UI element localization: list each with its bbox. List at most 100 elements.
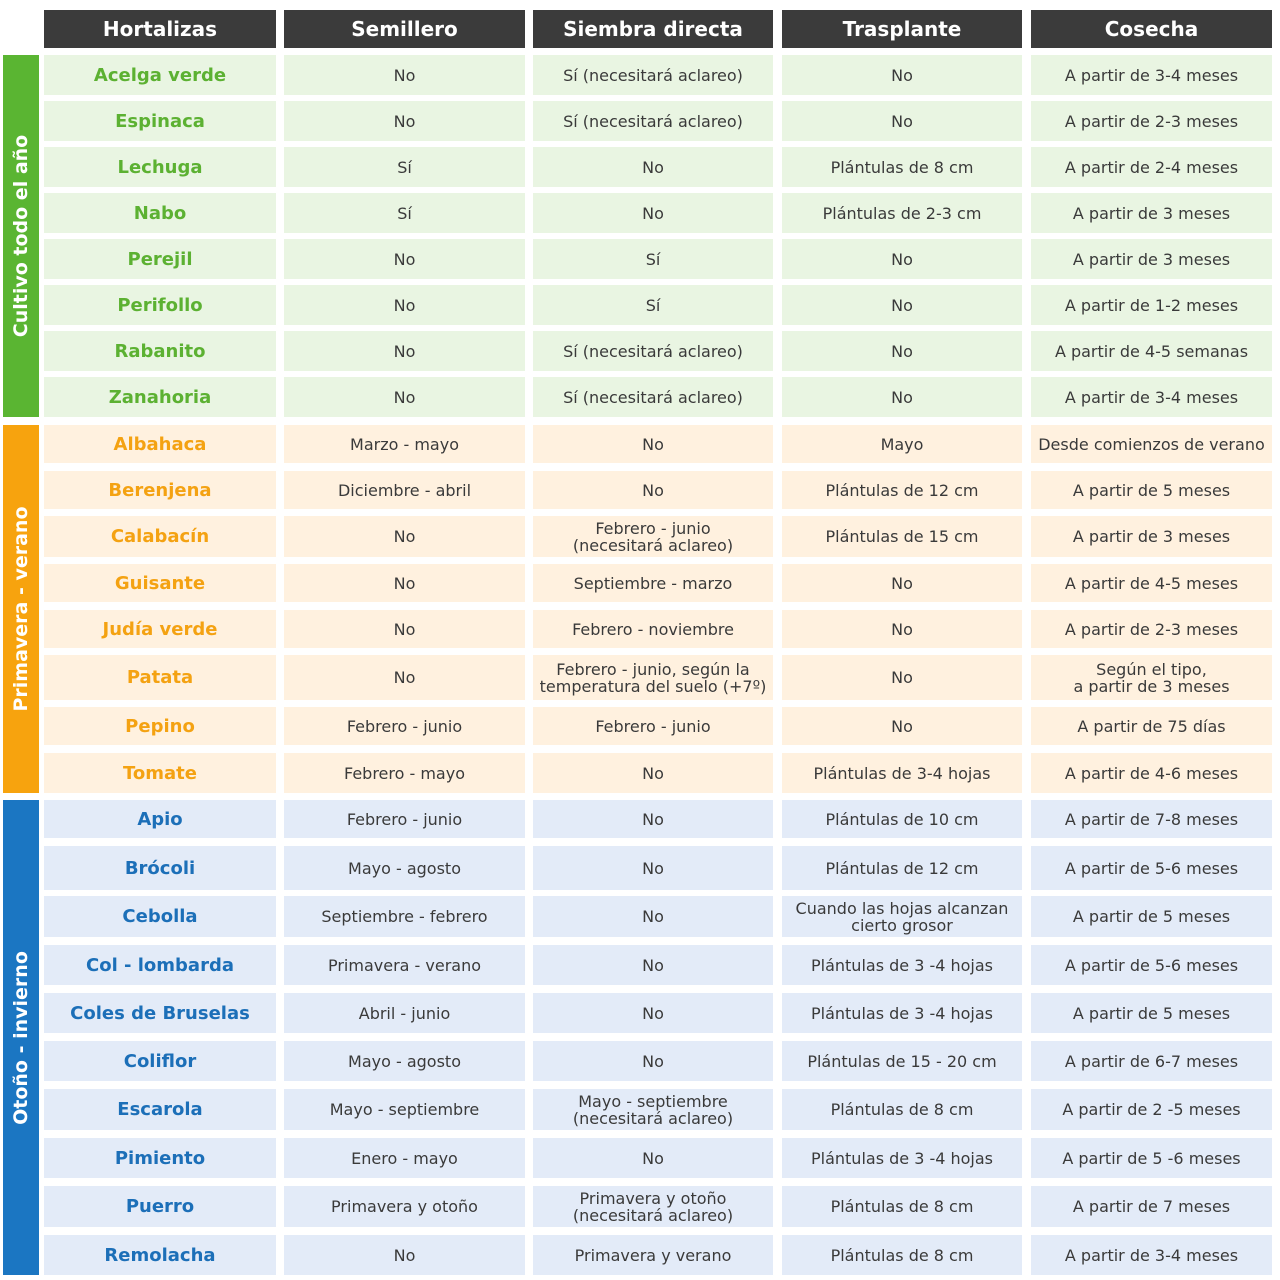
table-cell: No xyxy=(284,1235,525,1275)
table-cell: Sí xyxy=(533,239,773,279)
table-cell: No xyxy=(782,377,1022,417)
group-bar: Primavera - verano xyxy=(3,425,39,793)
header-cell: Semillero xyxy=(284,10,525,48)
table-cell: No xyxy=(284,655,525,700)
table-cell: A partir de 3-4 meses xyxy=(1031,55,1272,95)
table-cell: Plántulas de 8 cm xyxy=(782,1089,1022,1130)
vegetable-name: Tomate xyxy=(44,753,276,793)
table-cell: A partir de 5 meses xyxy=(1031,896,1272,937)
table-cell: Sí (necesitará aclareo) xyxy=(533,101,773,141)
table-cell: No xyxy=(533,945,773,985)
vegetable-name: Patata xyxy=(44,655,276,700)
table-cell: Febrero - noviembre xyxy=(533,610,773,648)
table-cell: Sí xyxy=(284,193,525,233)
table-cell: Mayo - agosto xyxy=(284,846,525,890)
table-cell: A partir de 6-7 meses xyxy=(1031,1041,1272,1081)
table-cell: No xyxy=(284,564,525,602)
vegetable-name: Col - lombarda xyxy=(44,945,276,985)
table-cell: No xyxy=(533,193,773,233)
vegetable-name: Lechuga xyxy=(44,147,276,187)
table-cell: No xyxy=(533,425,773,463)
table-cell: Plántulas de 3 -4 hojas xyxy=(782,993,1022,1033)
table-cell: A partir de 3 meses xyxy=(1031,193,1272,233)
vegetable-name: Berenjena xyxy=(44,471,276,509)
vegetable-name: Perifollo xyxy=(44,285,276,325)
vegetable-name: Puerro xyxy=(44,1186,276,1227)
table-cell: Mayo - septiembre (necesitará aclareo) xyxy=(533,1089,773,1130)
table-cell: A partir de 3-4 meses xyxy=(1031,377,1272,417)
table-cell: No xyxy=(782,564,1022,602)
table-cell: Mayo - septiembre xyxy=(284,1089,525,1130)
table-cell: A partir de 7-8 meses xyxy=(1031,800,1272,838)
table-cell: Plántulas de 3 -4 hojas xyxy=(782,1138,1022,1178)
table-cell: Plántulas de 15 - 20 cm xyxy=(782,1041,1022,1081)
table-cell: Según el tipo, a partir de 3 meses xyxy=(1031,655,1272,700)
table-cell: Primavera y otoño (necesitará aclareo) xyxy=(533,1186,773,1227)
table-cell: Primavera - verano xyxy=(284,945,525,985)
table-cell: A partir de 7 meses xyxy=(1031,1186,1272,1227)
group-bar: Cultivo todo el año xyxy=(3,55,39,417)
table-cell: A partir de 5 -6 meses xyxy=(1031,1138,1272,1178)
table-cell: No xyxy=(533,993,773,1033)
table-cell: Plántulas de 2-3 cm xyxy=(782,193,1022,233)
table-cell: No xyxy=(284,55,525,95)
table-cell: A partir de 3-4 meses xyxy=(1031,1235,1272,1275)
table-cell: No xyxy=(284,610,525,648)
table-cell: A partir de 3 meses xyxy=(1031,239,1272,279)
table-cell: No xyxy=(782,331,1022,371)
table-cell: Febrero - junio xyxy=(533,707,773,745)
table-cell: Plántulas de 12 cm xyxy=(782,846,1022,890)
vegetable-name: Perejil xyxy=(44,239,276,279)
table-cell: No xyxy=(533,471,773,509)
vegetable-name: Pepino xyxy=(44,707,276,745)
vegetable-name: Coles de Bruselas xyxy=(44,993,276,1033)
group-label: Primavera - verano xyxy=(10,506,32,712)
table-cell: A partir de 1-2 meses xyxy=(1031,285,1272,325)
table-cell: A partir de 3 meses xyxy=(1031,516,1272,557)
table-cell: No xyxy=(284,516,525,557)
table-cell: A partir de 4-6 meses xyxy=(1031,753,1272,793)
table-cell: A partir de 2 -5 meses xyxy=(1031,1089,1272,1130)
table-cell: Abril - junio xyxy=(284,993,525,1033)
table-cell: No xyxy=(533,800,773,838)
table-cell: Plántulas de 8 cm xyxy=(782,1235,1022,1275)
table-cell: No xyxy=(782,707,1022,745)
table-cell: A partir de 5-6 meses xyxy=(1031,846,1272,890)
table-cell: Plántulas de 3-4 hojas xyxy=(782,753,1022,793)
table-cell: Mayo - agosto xyxy=(284,1041,525,1081)
vegetable-name: Pimiento xyxy=(44,1138,276,1178)
table-cell: No xyxy=(533,846,773,890)
table-cell: Primavera y otoño xyxy=(284,1186,525,1227)
group-label: Cultivo todo el año xyxy=(10,134,32,338)
table-cell: A partir de 2-3 meses xyxy=(1031,101,1272,141)
vegetable-name: Acelga verde xyxy=(44,55,276,95)
vegetable-name: Escarola xyxy=(44,1089,276,1130)
header-cell: Trasplante xyxy=(782,10,1022,48)
vegetable-name: Albahaca xyxy=(44,425,276,463)
table-cell: No xyxy=(782,55,1022,95)
table-cell: A partir de 4-5 meses xyxy=(1031,564,1272,602)
vegetable-name: Apio xyxy=(44,800,276,838)
table-cell: No xyxy=(533,896,773,937)
table-cell: No xyxy=(284,101,525,141)
table-cell: Primavera y verano xyxy=(533,1235,773,1275)
header-cell: Cosecha xyxy=(1031,10,1272,48)
vegetable-name: Espinaca xyxy=(44,101,276,141)
table-cell: Cuando las hojas alcanzan cierto grosor xyxy=(782,896,1022,937)
table-cell: Septiembre - febrero xyxy=(284,896,525,937)
table-cell: No xyxy=(782,101,1022,141)
table-cell: No xyxy=(533,1138,773,1178)
vegetable-name: Nabo xyxy=(44,193,276,233)
table-cell: No xyxy=(782,655,1022,700)
group-label: Otoño - invierno xyxy=(10,950,32,1125)
table-cell: No xyxy=(284,331,525,371)
table-cell: Plántulas de 15 cm xyxy=(782,516,1022,557)
table-cell: Febrero - junio, según la temperatura de… xyxy=(533,655,773,700)
table-cell: Plántulas de 3 -4 hojas xyxy=(782,945,1022,985)
table-cell: Plántulas de 8 cm xyxy=(782,1186,1022,1227)
table-cell: Sí (necesitará aclareo) xyxy=(533,377,773,417)
table-cell: A partir de 5 meses xyxy=(1031,993,1272,1033)
table-cell: No xyxy=(533,147,773,187)
vegetable-name: Guisante xyxy=(44,564,276,602)
